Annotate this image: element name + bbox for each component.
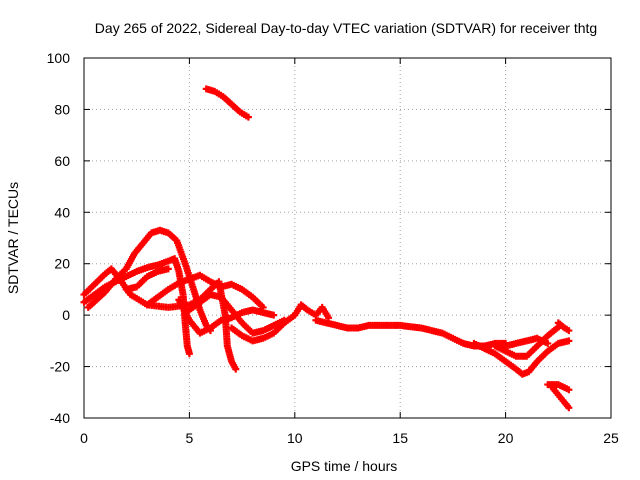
series-track-d (143, 271, 267, 311)
series-track-f (175, 296, 278, 337)
series-track-p (554, 319, 573, 335)
data-point-marker (565, 386, 573, 394)
x-tick-label: 15 (392, 430, 408, 446)
data-point-marker (185, 350, 193, 358)
data-point-marker (244, 113, 252, 121)
x-axis-title: GPS time / hours (291, 458, 398, 474)
y-axis-title: SDTVAR / TECUs (5, 182, 21, 294)
data-point-marker (164, 265, 172, 273)
x-tick-label: 20 (498, 430, 514, 446)
series-track-n (544, 381, 573, 394)
x-tick-label: 10 (287, 430, 303, 446)
data-point-marker (565, 327, 573, 335)
x-tick-label: 0 (80, 430, 88, 446)
series-track-i (202, 85, 252, 121)
x-tick-label: 25 (603, 430, 619, 446)
y-tick-label: -40 (50, 410, 70, 426)
y-tick-label: 20 (54, 256, 70, 272)
chart-title: Day 265 of 2022, Sidereal Day-to-day VTE… (95, 20, 597, 36)
series-track-k (470, 337, 573, 378)
y-tick-label: 40 (54, 204, 70, 220)
data-markers (80, 85, 573, 412)
plot-frame (83, 57, 612, 419)
y-tick-label: 60 (54, 153, 70, 169)
y-tick-label: 0 (62, 307, 70, 323)
data-point-marker (544, 339, 552, 347)
x-tick-label: 5 (186, 430, 194, 446)
series-track-h (122, 265, 172, 293)
data-point-marker (232, 365, 240, 373)
axis-ticks: 0 5 10 15 20 25 -40 -20 0 20 40 60 80 100 (47, 50, 619, 446)
data-point-marker (270, 311, 278, 319)
series-track-l (491, 321, 564, 360)
y-tick-label: 100 (47, 50, 71, 66)
y-tick-label: 80 (54, 101, 70, 117)
data-point-marker (565, 337, 573, 345)
series-track-g (228, 301, 333, 345)
series-track-m (502, 334, 552, 350)
series-track-o (548, 383, 573, 412)
data-point-marker (565, 404, 573, 412)
y-tick-label: -20 (50, 359, 70, 375)
